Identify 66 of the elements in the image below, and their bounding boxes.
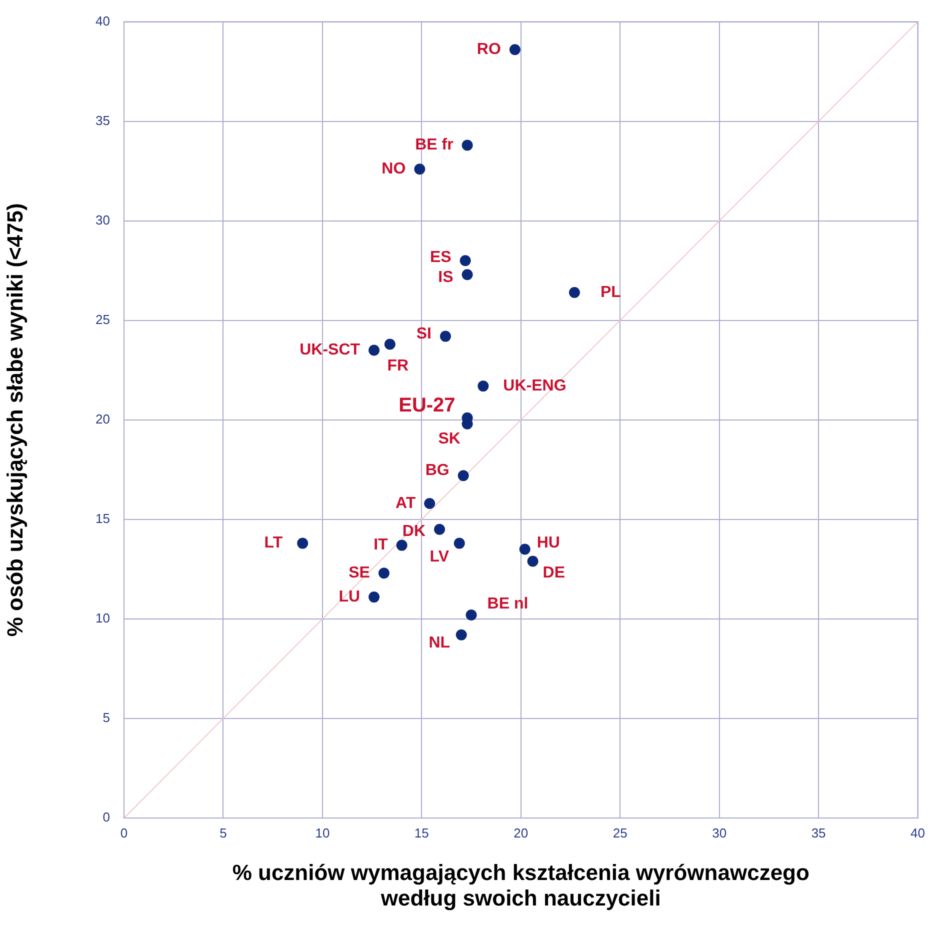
point xyxy=(368,344,380,356)
annotation: PL xyxy=(600,284,622,301)
point xyxy=(462,140,473,151)
annotation: LT xyxy=(264,534,283,552)
point xyxy=(440,330,451,342)
point xyxy=(456,629,467,640)
x-tick-label: 40 xyxy=(910,825,926,840)
x-tick-label: 10 xyxy=(315,825,330,840)
point xyxy=(462,269,473,280)
annotation: BE nl xyxy=(487,595,528,612)
annotation: IS xyxy=(438,269,454,286)
annotation: DK xyxy=(402,522,426,540)
annotation: NO xyxy=(382,160,406,178)
point xyxy=(434,524,446,535)
y-tick-label: 5 xyxy=(102,710,110,726)
annotation: LV xyxy=(430,548,450,566)
y-tick-label: 15 xyxy=(96,511,110,526)
y-tick-label: 0 xyxy=(102,810,110,825)
annotation: RO xyxy=(476,41,501,58)
annotation: EU-27 xyxy=(398,394,456,416)
annotation: BE fr xyxy=(415,136,454,154)
y-axis-title: % osób uzyskujących słabe wyniki (<475) xyxy=(2,203,28,637)
annotation: AT xyxy=(395,494,416,512)
point xyxy=(509,44,520,56)
annotation: NL xyxy=(428,634,450,652)
point xyxy=(378,568,390,579)
y-tick-label: 10 xyxy=(96,610,110,626)
point xyxy=(368,592,380,603)
y-tick-label: 25 xyxy=(96,312,110,327)
point xyxy=(527,556,538,567)
x-tick-label: 25 xyxy=(612,825,628,840)
point xyxy=(297,538,308,549)
point xyxy=(424,498,436,509)
point xyxy=(458,470,469,482)
point xyxy=(478,380,489,392)
annotation: IT xyxy=(374,536,388,554)
annotation: UK-ENG xyxy=(503,377,566,394)
annotation: SK xyxy=(438,430,461,448)
point xyxy=(396,540,408,551)
point xyxy=(414,164,426,175)
annotation: UK-SCT xyxy=(300,342,360,359)
annotation: DE xyxy=(542,564,566,582)
x-tick-label: 5 xyxy=(220,825,227,840)
point xyxy=(519,544,530,555)
x-axis-title: % uczniów wymagających kształcenia wyrównawczego według swoich nauczycieli xyxy=(232,860,810,910)
point xyxy=(454,538,465,549)
annotation: FR xyxy=(387,358,410,375)
y-tick-label: 20 xyxy=(96,411,110,426)
x-tick-label: 30 xyxy=(712,825,727,840)
annotation: SI xyxy=(416,326,432,343)
x-tick-label: 0 xyxy=(120,825,128,840)
annotation: BG xyxy=(425,462,450,480)
point xyxy=(568,287,580,298)
annotation: HU xyxy=(536,534,560,552)
point xyxy=(384,338,396,350)
point xyxy=(466,609,477,620)
x-tick-label: 20 xyxy=(514,825,528,840)
x-tick-label: 35 xyxy=(811,825,826,840)
x-tick-label: 15 xyxy=(414,825,429,840)
y-tick-label: 30 xyxy=(96,212,110,228)
annotation: ES xyxy=(430,249,452,266)
y-tick-label: 40 xyxy=(96,13,110,28)
annotation: SE xyxy=(348,564,370,582)
point xyxy=(460,255,471,266)
annotation: LU xyxy=(338,588,360,606)
y-tick-label: 35 xyxy=(96,112,110,128)
